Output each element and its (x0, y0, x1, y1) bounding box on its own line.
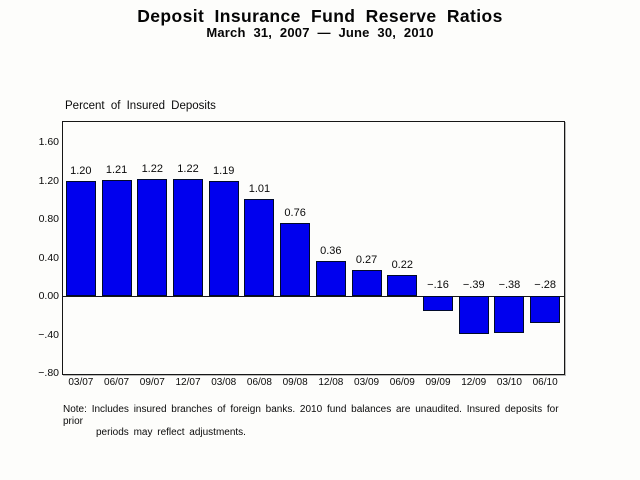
bar-value-label: −.39 (462, 279, 485, 291)
bar-09/08 (280, 222, 311, 296)
bar-09/09 (423, 296, 453, 312)
y-axis-title: Percent of Insured Deposits (65, 100, 216, 112)
bar-value-label: 1.22 (141, 162, 163, 175)
bar-03/10 (494, 296, 525, 333)
bar-03/09 (351, 270, 382, 296)
y-tick-label: 0.80 (38, 213, 59, 225)
bar-value-label: 1.21 (105, 163, 128, 176)
chart-title: Deposit Insurance Fund Reserve Ratios (137, 6, 503, 26)
bar-value-label: 0.36 (320, 245, 342, 258)
bar-09/07 (137, 178, 168, 296)
x-tick-label: 12/08 (318, 377, 344, 388)
x-tick-label: 12/09 (461, 377, 487, 388)
footnote-line-1: Note: Includes insured branches of forei… (63, 404, 575, 427)
bar-value-label: 1.20 (70, 164, 92, 177)
x-tick-label: 03/08 (211, 377, 237, 388)
x-tick-label: 06/07 (104, 377, 130, 388)
bar-value-label: 1.19 (212, 165, 235, 178)
bar-value-label: −.16 (427, 279, 449, 291)
bar-value-label: −.28 (534, 279, 556, 291)
footnote-line-2: periods may reflect adjustments. (96, 427, 246, 438)
plot-area (62, 121, 565, 375)
y-tick-label: 1.60 (38, 136, 59, 148)
zero-line (63, 296, 564, 297)
bar-03/07 (65, 180, 96, 296)
x-tick-label: 09/07 (139, 377, 165, 388)
bar-06/10 (530, 296, 561, 323)
footnote-label: Note: (63, 404, 87, 415)
x-tick-label: 09/08 (282, 377, 308, 388)
y-tick-label: 0.40 (38, 251, 59, 264)
bar-value-label: 1.01 (248, 182, 271, 195)
bar-06/08 (244, 198, 275, 296)
footnote-text: Includes insured branches of foreign ban… (63, 404, 559, 427)
y-tick-label: −.40 (38, 328, 59, 341)
footnote: Note: Includes insured branches of forei… (63, 404, 575, 439)
y-tick-label: 0.00 (38, 290, 59, 302)
bar-value-label: 0.22 (391, 258, 413, 271)
bar-03/08 (208, 181, 239, 296)
x-tick-label: 12/07 (175, 377, 201, 388)
x-tick-label: 09/09 (425, 377, 451, 388)
x-tick-label: 06/10 (532, 377, 558, 388)
bar-value-label: −.38 (498, 279, 521, 291)
bar-06/09 (387, 274, 418, 296)
y-tick-label: 1.20 (38, 174, 59, 187)
x-tick-label: 03/07 (68, 377, 94, 388)
bar-12/08 (315, 261, 346, 296)
x-tick-label: 06/08 (246, 377, 272, 388)
x-tick-label: 06/09 (389, 377, 415, 388)
bar-value-label: 1.22 (177, 162, 199, 175)
chart-subtitle: March 31, 2007 — June 30, 2010 (206, 25, 434, 40)
bar-06/07 (101, 179, 132, 296)
x-tick-label: 03/10 (496, 377, 522, 388)
x-tick-label: 03/09 (354, 377, 380, 388)
bar-value-label: 0.27 (355, 254, 378, 266)
bar-value-label: 0.76 (284, 206, 306, 219)
y-tick-label: −.80 (38, 367, 59, 379)
bar-12/07 (173, 178, 203, 296)
bar-12/09 (458, 296, 489, 334)
